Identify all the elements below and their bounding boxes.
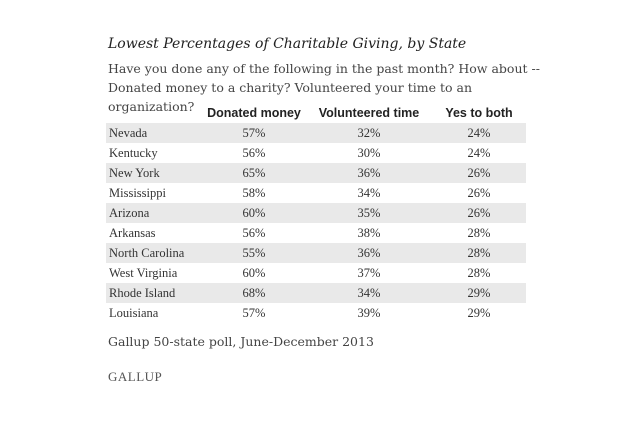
volunteered-cell: 36% xyxy=(306,243,432,263)
state-cell: New York xyxy=(106,163,202,183)
volunteered-cell: 37% xyxy=(357,265,381,280)
state-cell: Nevada xyxy=(106,123,202,143)
table-row: Rhode Island 68% 34% 29% xyxy=(106,283,526,303)
state-cell: Arkansas xyxy=(109,225,156,240)
table-row: Arkansas 56% 38% 28% xyxy=(106,223,526,243)
chart-title: Lowest Percentages of Charitable Giving,… xyxy=(108,36,467,52)
state-cell: Mississippi xyxy=(109,185,166,200)
volunteered-cell: 34% xyxy=(357,185,381,200)
table-body: Nevada 57% 32% 24% Kentucky 56% 30% 24% New York… xyxy=(106,123,526,323)
table-row: Arizona 60% 35% 26% xyxy=(106,203,526,223)
state-cell: West Virginia xyxy=(109,265,178,280)
table-row: North Carolina 55% 36% 28% xyxy=(106,243,526,263)
table-row: Kentucky 56% 30% 24% xyxy=(106,143,526,163)
both-cell: 26% xyxy=(467,185,491,200)
state-cell: Kentucky xyxy=(109,145,158,160)
donated-cell: 60% xyxy=(242,265,266,280)
state-cell: North Carolina xyxy=(106,243,202,263)
both-cell: 28% xyxy=(467,225,491,240)
volunteered-cell: 39% xyxy=(357,305,381,320)
source-note: Gallup 50-state poll, June-December 2013 xyxy=(108,334,374,349)
header-donated: Donated money xyxy=(207,106,301,120)
header-volunteered: Volunteered time xyxy=(318,106,420,120)
both-cell: 28% xyxy=(467,265,491,280)
table-row: Louisiana 57% 39% 29% xyxy=(106,303,526,323)
volunteered-cell: 36% xyxy=(306,163,432,183)
donated-cell: 65% xyxy=(202,163,306,183)
both-cell: 26% xyxy=(432,163,526,183)
gallup-logo: GALLUP xyxy=(108,369,163,384)
donated-cell: 57% xyxy=(202,123,306,143)
both-cell: 28% xyxy=(432,243,526,263)
donated-cell: 56% xyxy=(242,225,266,240)
both-cell: 29% xyxy=(467,305,491,320)
table-row: Nevada 57% 32% 24% xyxy=(106,123,526,143)
both-cell: 24% xyxy=(432,123,526,143)
both-cell: 29% xyxy=(432,283,526,303)
table-row: West Virginia 60% 37% 28% xyxy=(106,263,526,283)
donated-cell: 60% xyxy=(202,203,306,223)
volunteered-cell: 34% xyxy=(306,283,432,303)
donated-cell: 55% xyxy=(202,243,306,263)
both-cell: 26% xyxy=(432,203,526,223)
header-row: Donated money Volunteered time Yes to bo… xyxy=(106,103,526,123)
donated-cell: 58% xyxy=(242,185,266,200)
table-row: Mississippi 58% 34% 26% xyxy=(106,183,526,203)
table-row: New York 65% 36% 26% xyxy=(106,163,526,183)
volunteered-cell: 32% xyxy=(306,123,432,143)
donated-cell: 57% xyxy=(242,305,266,320)
giving-table: Donated money Volunteered time Yes to bo… xyxy=(106,103,526,323)
volunteered-cell: 35% xyxy=(306,203,432,223)
header-both: Yes to both xyxy=(445,106,513,120)
state-cell: Rhode Island xyxy=(106,283,202,303)
both-cell: 24% xyxy=(467,145,491,160)
donated-cell: 68% xyxy=(202,283,306,303)
header-state xyxy=(106,103,202,123)
state-cell: Arizona xyxy=(106,203,202,223)
volunteered-cell: 38% xyxy=(357,225,381,240)
donated-cell: 56% xyxy=(242,145,266,160)
volunteered-cell: 30% xyxy=(357,145,381,160)
state-cell: Louisiana xyxy=(109,305,159,320)
chart-subtitle: Have you done any of the following in th… xyxy=(108,61,540,114)
